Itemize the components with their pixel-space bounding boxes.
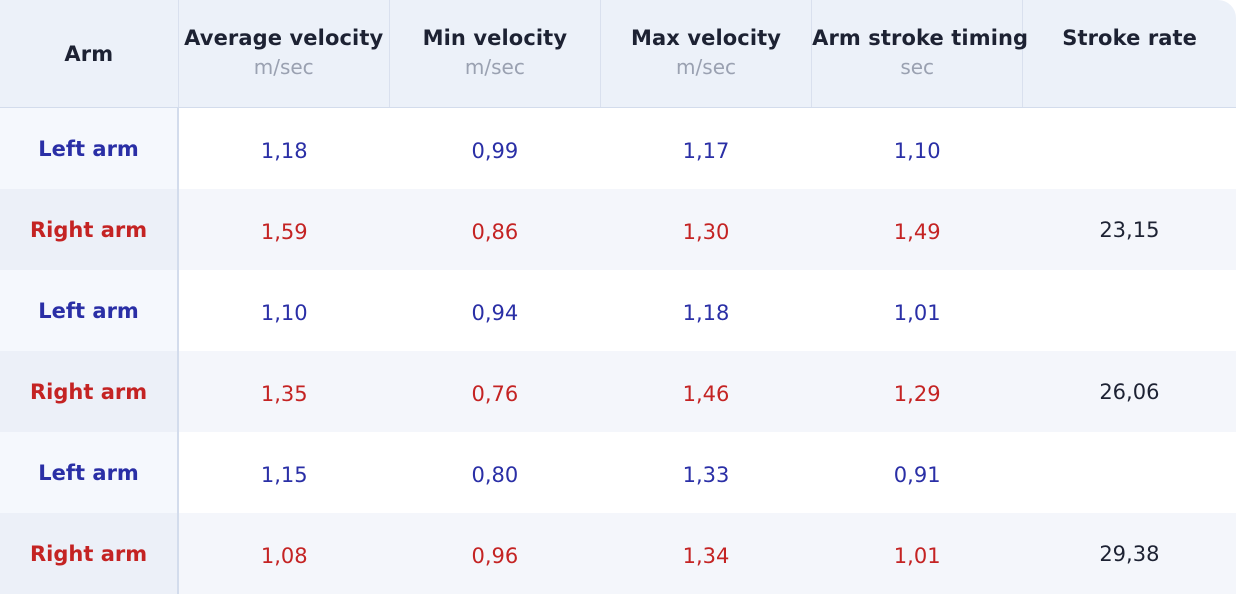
header-arm: Arm bbox=[0, 0, 179, 108]
table-row: Left arm 1,15 0,80 1,33 0,91 bbox=[0, 432, 1236, 513]
header-unit: sec bbox=[900, 55, 935, 79]
arm-label: Right arm bbox=[30, 379, 148, 404]
header-unit: m/sec bbox=[676, 55, 736, 79]
min-velocity-value: 0,76 bbox=[471, 381, 519, 406]
arm-stroke-timing-value: 1,01 bbox=[893, 300, 941, 325]
min-velocity-value: 0,96 bbox=[471, 543, 519, 568]
arm-label: Right arm bbox=[30, 217, 148, 242]
arm-stroke-timing-value: 1,10 bbox=[893, 138, 941, 163]
average-velocity-cell: 1,10 bbox=[178, 270, 390, 351]
average-velocity-cell: 1,08 bbox=[178, 513, 390, 594]
min-velocity-cell: 0,99 bbox=[389, 107, 601, 189]
arm-label: Left arm bbox=[38, 136, 139, 161]
header-title: Arm bbox=[64, 41, 114, 66]
arm-cell: Left arm bbox=[0, 107, 180, 189]
average-velocity-value: 1,10 bbox=[260, 300, 308, 325]
max-velocity-cell: 1,34 bbox=[600, 513, 812, 594]
header-title: Min velocity bbox=[422, 26, 568, 50]
average-velocity-cell: 1,59 bbox=[178, 189, 390, 270]
stroke-rate-cell bbox=[1022, 107, 1236, 189]
max-velocity-value: 1,30 bbox=[682, 219, 730, 244]
arm-stroke-timing-cell: 1,01 bbox=[811, 270, 1023, 351]
header-title: Stroke rate bbox=[1062, 26, 1198, 50]
table-row: Right arm 1,08 0,96 1,34 1,01 29,38 bbox=[0, 513, 1236, 594]
header-max-velocity: Max velocity m/sec bbox=[600, 0, 813, 108]
header-row: Arm Average velocity m/sec Min velocity … bbox=[0, 0, 1236, 108]
table-row: Left arm 1,18 0,99 1,17 1,10 bbox=[0, 107, 1236, 189]
stroke-rate-value: 26,06 bbox=[1099, 379, 1160, 404]
min-velocity-value: 0,94 bbox=[471, 300, 519, 325]
min-velocity-value: 0,80 bbox=[471, 462, 519, 487]
max-velocity-cell: 1,17 bbox=[600, 107, 812, 189]
average-velocity-value: 1,59 bbox=[260, 219, 308, 244]
max-velocity-value: 1,18 bbox=[682, 300, 730, 325]
arm-stroke-timing-value: 1,01 bbox=[893, 543, 941, 568]
header-average-velocity: Average velocity m/sec bbox=[178, 0, 390, 108]
average-velocity-cell: 1,35 bbox=[178, 351, 390, 432]
stroke-rate-cell: 29,38 bbox=[1022, 513, 1236, 594]
arm-stroke-timing-cell: 1,29 bbox=[811, 351, 1023, 432]
table-body: Left arm 1,18 0,99 1,17 1,10 Right arm 1… bbox=[0, 107, 1236, 594]
table-header: Arm Average velocity m/sec Min velocity … bbox=[0, 0, 1236, 108]
arm-label: Left arm bbox=[38, 460, 139, 485]
min-velocity-value: 0,99 bbox=[471, 138, 519, 163]
arm-label: Left arm bbox=[38, 298, 139, 323]
min-velocity-cell: 0,96 bbox=[389, 513, 601, 594]
max-velocity-cell: 1,18 bbox=[600, 270, 812, 351]
average-velocity-value: 1,18 bbox=[260, 138, 308, 163]
arm-label: Right arm bbox=[30, 541, 148, 566]
min-velocity-value: 0,86 bbox=[471, 219, 519, 244]
min-velocity-cell: 0,76 bbox=[389, 351, 601, 432]
average-velocity-value: 1,15 bbox=[260, 462, 308, 487]
stroke-rate-value: 29,38 bbox=[1099, 541, 1160, 566]
max-velocity-value: 1,34 bbox=[682, 543, 730, 568]
min-velocity-cell: 0,80 bbox=[389, 432, 601, 513]
table-row: Right arm 1,59 0,86 1,30 1,49 23,15 bbox=[0, 189, 1236, 270]
average-velocity-cell: 1,15 bbox=[178, 432, 390, 513]
stroke-rate-cell: 23,15 bbox=[1022, 189, 1236, 270]
min-velocity-cell: 0,94 bbox=[389, 270, 601, 351]
max-velocity-value: 1,46 bbox=[682, 381, 730, 406]
arm-stroke-timing-value: 0,91 bbox=[893, 462, 941, 487]
header-unit: m/sec bbox=[253, 55, 314, 79]
header-title: Max velocity bbox=[631, 26, 782, 50]
arm-cell: Right arm bbox=[0, 189, 180, 270]
average-velocity-value: 1,35 bbox=[260, 381, 308, 406]
header-title: Arm stroke timing bbox=[812, 26, 1029, 50]
max-velocity-cell: 1,33 bbox=[600, 432, 812, 513]
max-velocity-cell: 1,46 bbox=[600, 351, 812, 432]
header-arm-stroke-timing: Arm stroke timing sec bbox=[811, 0, 1029, 108]
stroke-rate-value: 23,15 bbox=[1099, 217, 1160, 242]
header-title: Average velocity bbox=[184, 26, 384, 50]
stroke-rate-cell: 26,06 bbox=[1022, 351, 1236, 432]
stroke-rate-cell bbox=[1022, 432, 1236, 513]
max-velocity-cell: 1,30 bbox=[600, 189, 812, 270]
arm-stroke-timing-cell: 1,10 bbox=[811, 107, 1023, 189]
header-stroke-rate: Stroke rate bbox=[1022, 0, 1236, 108]
arm-stroke-timing-cell: 1,49 bbox=[811, 189, 1023, 270]
arm-cell: Left arm bbox=[0, 270, 180, 351]
header-min-velocity: Min velocity m/sec bbox=[389, 0, 601, 108]
arm-cell: Left arm bbox=[0, 432, 180, 513]
min-velocity-cell: 0,86 bbox=[389, 189, 601, 270]
stroke-rate-cell bbox=[1022, 270, 1236, 351]
average-velocity-cell: 1,18 bbox=[178, 107, 390, 189]
max-velocity-value: 1,17 bbox=[682, 138, 730, 163]
arm-stroke-timing-cell: 1,01 bbox=[811, 513, 1023, 594]
table-row: Left arm 1,10 0,94 1,18 1,01 bbox=[0, 270, 1236, 351]
table-row: Right arm 1,35 0,76 1,46 1,29 26,06 bbox=[0, 351, 1236, 432]
arm-stroke-timing-cell: 0,91 bbox=[811, 432, 1023, 513]
arm-cell: Right arm bbox=[0, 351, 180, 432]
header-unit: m/sec bbox=[464, 55, 525, 79]
arm-cell: Right arm bbox=[0, 513, 180, 594]
arm-stroke-timing-value: 1,49 bbox=[893, 219, 941, 244]
average-velocity-value: 1,08 bbox=[260, 543, 308, 568]
arm-stroke-timing-value: 1,29 bbox=[893, 381, 941, 406]
max-velocity-value: 1,33 bbox=[682, 462, 730, 487]
